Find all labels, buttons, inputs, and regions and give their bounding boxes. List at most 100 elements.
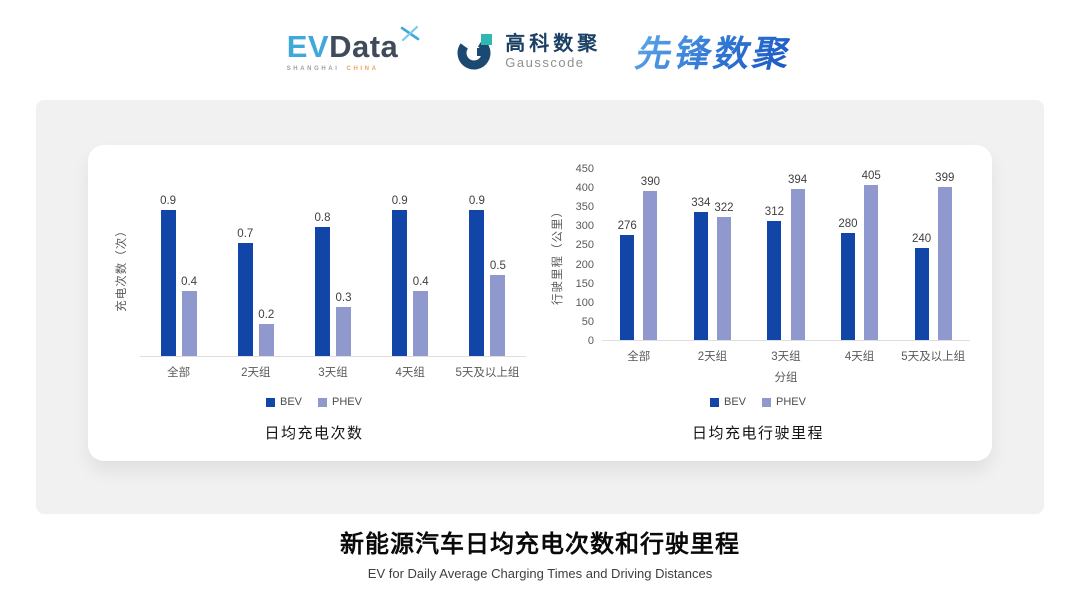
bar-bev (392, 210, 408, 356)
bar-column-bev: 0.7 (237, 228, 253, 356)
gausscode-en-text: Gausscode (505, 54, 585, 70)
y-axis-ticks: 0 50 100 150 200 250 300 350 400 450 (568, 163, 602, 347)
legend-label: BEV (724, 396, 747, 408)
bar-value-label: 0.9 (468, 195, 485, 207)
bar-group: 276 390 (602, 176, 676, 340)
plot-area: 0.9 0.4 0.7 0.2 0.8 0.3 0.9 0.4 0.9 0.5 (140, 179, 526, 357)
bar-column-bev: 276 (618, 220, 637, 340)
bar-value-label: 0.3 (335, 292, 352, 304)
charts-panel: 充电次数（次） 0.9 0.4 0.7 0.2 0.8 0.3 0.9 0.4 0.9 0.5 全… (36, 100, 1044, 514)
y-tick-label: 50 (581, 315, 594, 328)
bar-group: 0.9 0.5 (449, 195, 526, 356)
bar-value-label: 276 (617, 220, 637, 232)
bar-value-label: 0.9 (160, 195, 177, 207)
bar-phev (413, 291, 429, 356)
y-tick-label: 100 (575, 296, 594, 309)
y-axis: 行驶里程（公里） (546, 169, 568, 341)
y-axis-title: 充电次数（次） (116, 224, 128, 312)
y-tick-label: 300 (575, 220, 594, 233)
page-title: 新能源汽车日均充电次数和行驶里程 (340, 531, 740, 558)
evdata-shanghai-text: SHANGHAI (286, 65, 340, 72)
y-tick-label: 150 (575, 277, 594, 290)
legend-item-phev: PHEV (762, 396, 806, 408)
bar-column-phev: 0.4 (181, 276, 197, 356)
bar-column-bev: 334 (691, 197, 710, 340)
bar-group: 0.8 0.3 (294, 212, 371, 356)
x-category-label: 4天组 (395, 367, 425, 379)
bar-value-label: 0.9 (391, 195, 408, 207)
bar-value-label: 405 (861, 170, 881, 182)
bar-bev (767, 221, 782, 340)
bar-column-phev: 399 (935, 172, 954, 340)
bar-value-label: 0.4 (181, 276, 198, 288)
bar-value-label: 240 (911, 233, 932, 245)
gausscode-icon (457, 34, 493, 70)
bar-column-phev: 0.4 (413, 276, 429, 356)
bar-phev (181, 291, 197, 356)
y-tick-label: 350 (575, 201, 594, 214)
evdata-wordmark: EVData (286, 25, 421, 64)
sparkle-icon (400, 25, 420, 41)
bar-value-label: 0.8 (314, 212, 331, 224)
gausscode-cn-text: 高科数聚 (505, 32, 602, 55)
plot-column: 276 390 334 322 312 394 280 405 240 399 全部 2天组 3天组 4… (602, 145, 970, 385)
evdata-china-text: CHINA (346, 65, 379, 72)
bar-value-label: 322 (714, 202, 734, 214)
bar-phev (864, 185, 879, 340)
bar-bev (237, 243, 253, 356)
xianfeng-logo: 先锋数聚 (632, 25, 797, 77)
chart-daily-charging-times: 充电次数（次） 0.9 0.4 0.7 0.2 0.8 0.3 0.9 0.4 0.9 0.5 全… (88, 145, 532, 461)
bar-value-label: 0.4 (412, 276, 429, 288)
legend-label: PHEV (776, 396, 806, 408)
bar-bev (469, 210, 485, 356)
evdata-ev-text: EV (286, 28, 330, 64)
bar-phev (937, 187, 952, 340)
bar-value-label: 394 (787, 174, 808, 186)
x-category-label: 4天组 (844, 351, 875, 363)
y-axis-title: 行驶里程（公里） (552, 205, 564, 305)
xianfeng-text: 先锋数聚 (632, 25, 799, 77)
bar-bev (693, 212, 708, 340)
evdata-data-text: Data (329, 28, 399, 64)
x-category-label: 2天组 (241, 367, 271, 379)
y-tick-label: 200 (575, 258, 594, 271)
legend-item-bev: BEV (710, 396, 746, 408)
gausscode-logo: 高科数聚 Gausscode (456, 31, 601, 71)
bar-bev (620, 235, 635, 340)
legend-item-bev: BEV (266, 396, 302, 408)
bar-value-label: 0.2 (258, 309, 275, 321)
x-category-label: 全部 (167, 367, 191, 379)
bar-phev (643, 191, 658, 340)
bar-column-bev: 280 (838, 218, 858, 340)
legend-swatch (762, 397, 772, 407)
bar-phev (716, 217, 731, 340)
bar-bev (914, 248, 929, 340)
bar-value-label: 280 (838, 218, 858, 230)
bar-value-label: 390 (640, 176, 660, 188)
y-tick-label: 400 (575, 182, 594, 195)
legend: BEV PHEV (710, 396, 806, 408)
bar-column-bev: 0.8 (315, 212, 331, 356)
legend-swatch (710, 397, 719, 407)
bar-bev (160, 210, 176, 356)
bar-group: 240 399 (896, 172, 970, 340)
bar-bev (315, 227, 330, 356)
chart-daily-driving-distance: 行驶里程（公里） 0 50 100 150 200 250 300 350 400 450 276… (532, 145, 992, 461)
bar-value-label: 312 (764, 206, 784, 218)
y-tick-label: 250 (575, 239, 594, 252)
bar-group: 334 322 (676, 197, 750, 340)
x-axis-categories: 全部 2天组 3天组 4天组 5天及以上组 (602, 341, 970, 364)
legend-item-phev: PHEV (318, 396, 362, 408)
x-category-label: 3天组 (771, 351, 801, 363)
plot-area: 276 390 334 322 312 394 280 405 240 399 (602, 169, 970, 341)
gausscode-text: 高科数聚 Gausscode (505, 33, 601, 70)
x-category-label: 2天组 (697, 351, 728, 363)
bar-column-phev: 0.2 (258, 309, 274, 356)
legend-swatch (266, 397, 275, 407)
bar-column-bev: 240 (912, 233, 931, 340)
y-axis: 充电次数（次） (102, 179, 140, 357)
chart-body: 行驶里程（公里） 0 50 100 150 200 250 300 350 400 450 276… (546, 145, 970, 385)
legend: BEV PHEV (266, 396, 362, 408)
bar-column-phev: 322 (714, 202, 734, 340)
